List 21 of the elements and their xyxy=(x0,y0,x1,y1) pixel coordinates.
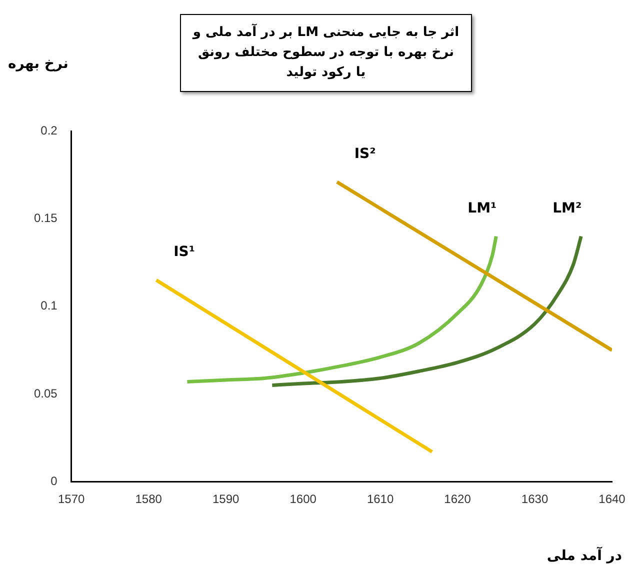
x-tick-label: 1570 xyxy=(58,492,86,506)
y-tick-label: 0.15 xyxy=(34,211,58,226)
x-tick-label: 1620 xyxy=(444,492,472,506)
x-axis-title: در آمد ملی xyxy=(546,548,622,564)
y-tick-label: 0.1 xyxy=(40,298,58,313)
series-label: LM² xyxy=(552,200,582,216)
x-tick-label: 1590 xyxy=(212,492,240,506)
y-tick-label: 0.2 xyxy=(40,124,58,138)
series-label: LM¹ xyxy=(468,200,497,216)
x-tick-label: 1610 xyxy=(366,492,394,506)
y-tick-label: 0 xyxy=(50,474,58,488)
y-axis-title: نرخ بهره xyxy=(8,56,68,72)
x-tick-label: 1580 xyxy=(135,492,162,506)
line-series xyxy=(270,234,583,387)
x-tick-label: 1630 xyxy=(521,492,548,506)
x-tick-label: 1600 xyxy=(290,492,317,506)
x-tick-label: 1640 xyxy=(598,492,626,506)
chart-title: اثر جا به جایی منحنی LM بر در آمد ملی و نرخ بهره با توجه در سطوح مختلف رونق یا رکود تولید xyxy=(180,14,472,92)
series-label: IS¹ xyxy=(174,244,196,260)
y-tick-label: 0.05 xyxy=(34,386,58,400)
series-label: IS² xyxy=(354,146,376,162)
